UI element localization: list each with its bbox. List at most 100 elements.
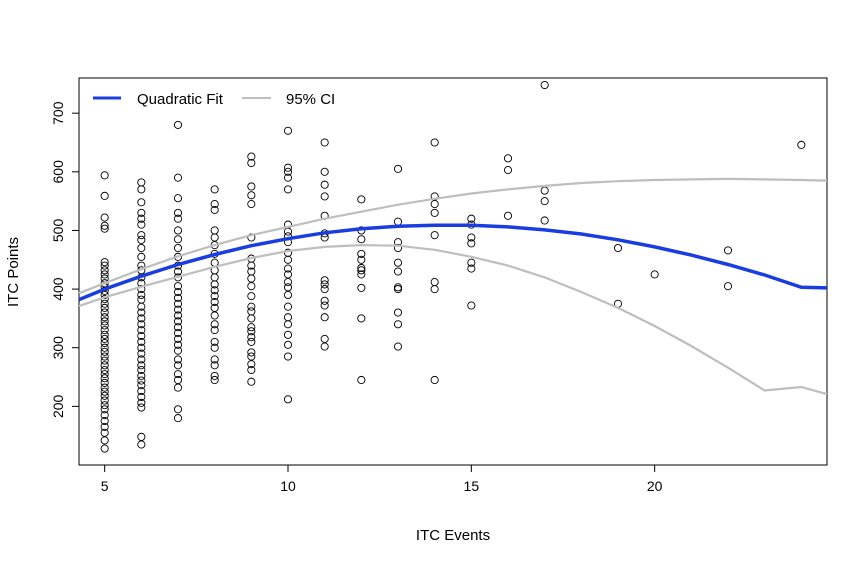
data-point — [100, 313, 109, 322]
data-point — [137, 208, 146, 217]
x-tick-label: 15 — [464, 478, 480, 494]
data-point — [137, 361, 146, 370]
data-point — [100, 352, 109, 361]
data-point — [100, 436, 109, 445]
data-point — [467, 233, 476, 242]
data-point — [173, 282, 183, 291]
data-point — [247, 377, 256, 386]
data-point — [210, 343, 219, 352]
data-point — [357, 255, 366, 264]
data-point — [283, 352, 293, 361]
x-axis-title: ITC Events — [416, 527, 490, 544]
data-point — [100, 317, 109, 326]
y-axis: 200 300 400 500 600 700 — [50, 101, 79, 418]
data-point — [100, 326, 109, 335]
y-axis-title: ITC Points — [5, 237, 22, 307]
data-point — [320, 167, 329, 176]
data-point — [100, 401, 109, 410]
data-point — [173, 243, 183, 253]
data-point — [137, 376, 146, 385]
data-point — [137, 290, 146, 300]
data-point — [283, 330, 293, 339]
data-point — [210, 355, 219, 364]
data-point — [173, 323, 183, 332]
data-point — [247, 302, 256, 311]
data-point — [100, 191, 109, 200]
data-point — [210, 375, 219, 385]
data-point — [283, 278, 293, 287]
data-point — [247, 348, 256, 357]
data-point — [283, 340, 293, 349]
data-point — [320, 180, 329, 189]
data-point — [210, 320, 219, 329]
data-point — [247, 292, 256, 301]
data-point — [283, 163, 293, 172]
data-point — [247, 158, 256, 168]
data-point — [137, 295, 146, 304]
y-tick-label: 300 — [50, 336, 66, 360]
data-point — [100, 444, 109, 453]
data-point — [540, 80, 549, 90]
data-point — [247, 182, 256, 191]
data-point — [100, 387, 109, 396]
data-point — [173, 405, 183, 414]
x-tick-label: 5 — [101, 478, 109, 494]
data-point — [210, 185, 219, 194]
data-point — [503, 154, 513, 163]
data-point — [247, 337, 256, 346]
data-point — [357, 249, 366, 258]
data-point — [247, 191, 256, 200]
x-tick-label: 20 — [647, 478, 663, 494]
data-point — [393, 258, 403, 267]
data-point — [173, 267, 183, 276]
data-point — [137, 320, 146, 329]
data-point — [137, 432, 146, 441]
y-tick-label: 700 — [50, 101, 66, 125]
data-point — [430, 231, 439, 240]
data-point — [173, 383, 183, 392]
data-point — [137, 178, 146, 187]
data-point — [283, 283, 293, 292]
data-point — [393, 267, 403, 276]
data-point — [430, 138, 439, 147]
data-point — [283, 185, 293, 194]
data-point — [797, 140, 806, 149]
data-point — [393, 217, 403, 226]
data-point — [173, 311, 183, 320]
data-point — [173, 414, 183, 423]
data-point — [247, 233, 256, 242]
data-point — [283, 264, 293, 273]
data-point — [393, 243, 403, 253]
data-point — [503, 166, 513, 175]
data-point — [173, 214, 183, 223]
data-point — [283, 126, 293, 135]
data-point — [210, 326, 219, 335]
data-point — [430, 278, 439, 287]
data-point — [173, 120, 183, 129]
points-layer — [100, 80, 806, 453]
data-point — [503, 211, 513, 220]
data-point — [247, 282, 256, 291]
data-point — [540, 216, 549, 225]
ci-upper-line — [78, 177, 828, 295]
data-point — [320, 334, 329, 343]
data-point — [393, 285, 403, 294]
data-point — [247, 307, 256, 316]
data-point — [100, 270, 109, 279]
data-point — [210, 292, 219, 301]
data-point — [137, 243, 146, 253]
data-point — [320, 296, 329, 305]
data-point — [320, 192, 329, 201]
data-point — [320, 342, 329, 351]
data-point — [100, 224, 109, 233]
data-point — [100, 378, 109, 387]
data-point — [357, 283, 366, 292]
data-point — [393, 342, 403, 351]
data-point — [357, 375, 366, 385]
data-point — [210, 371, 219, 380]
data-point — [137, 381, 146, 390]
data-point — [210, 337, 219, 346]
data-point — [320, 301, 329, 310]
data-point — [137, 440, 146, 449]
